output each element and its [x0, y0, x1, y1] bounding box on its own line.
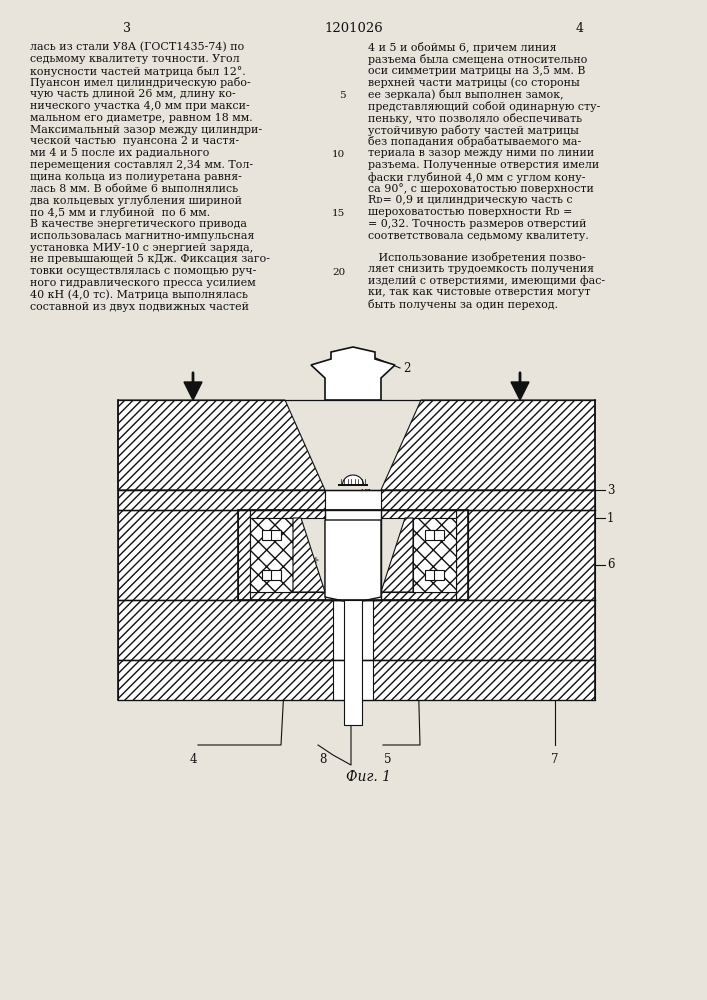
Bar: [118, 490, 325, 510]
Text: верхней части матрицы (со стороны: верхней части матрицы (со стороны: [368, 77, 579, 88]
Bar: [425, 530, 435, 540]
Text: лась из стали У8А (ГОСТ1435-74) по: лась из стали У8А (ГОСТ1435-74) по: [30, 42, 244, 52]
Polygon shape: [381, 518, 413, 592]
Text: 10: 10: [332, 150, 346, 159]
Text: представляющий собой одинарную сту-: представляющий собой одинарную сту-: [368, 101, 600, 112]
Text: разъема. Полученные отверстия имели: разъема. Полученные отверстия имели: [368, 160, 599, 170]
Text: чую часть длиной 26 мм, длину ко-: чую часть длиной 26 мм, длину ко-: [30, 89, 235, 99]
Polygon shape: [511, 382, 529, 400]
Polygon shape: [293, 518, 325, 592]
Text: 5: 5: [384, 753, 392, 766]
Text: товки осуществлялась с помощью руч-: товки осуществлялась с помощью руч-: [30, 266, 257, 276]
Text: лась 8 мм. В обойме 6 выполнялись: лась 8 мм. В обойме 6 выполнялись: [30, 184, 238, 194]
Text: мальном его диаметре, равном 18 мм.: мальном его диаметре, равном 18 мм.: [30, 113, 252, 123]
Polygon shape: [311, 347, 395, 400]
Bar: [262, 570, 272, 580]
Text: составной из двух подвижных частей: составной из двух подвижных частей: [30, 302, 249, 312]
Bar: [238, 510, 250, 600]
Text: 1201026: 1201026: [324, 22, 383, 35]
Text: Пуансон имел цилиндрическую рабо-: Пуансон имел цилиндрическую рабо-: [30, 77, 251, 88]
Text: 2: 2: [403, 361, 410, 374]
Polygon shape: [118, 400, 325, 490]
Text: фаски глубиной 4,0 мм с углом кону-: фаски глубиной 4,0 мм с углом кону-: [368, 172, 585, 183]
Text: 20: 20: [332, 268, 346, 277]
Text: Максимальный зазор между цилиндри-: Максимальный зазор между цилиндри-: [30, 125, 262, 135]
Text: установка МИУ-10 с энергией заряда,: установка МИУ-10 с энергией заряда,: [30, 243, 253, 253]
Bar: [250, 592, 456, 600]
Text: 8: 8: [320, 753, 327, 766]
Text: Использование изобретения позво-: Использование изобретения позво-: [368, 252, 585, 263]
Bar: [413, 518, 456, 592]
Text: седьмому квалитету точности. Угол: седьмому квалитету точности. Угол: [30, 54, 240, 64]
Text: ми 4 и 5 после их радиального: ми 4 и 5 после их радиального: [30, 148, 209, 158]
Text: Фиг. 1: Фиг. 1: [346, 770, 390, 784]
Text: 7: 7: [551, 753, 559, 766]
Text: 4 и 5 и обоймы 6, причем линия: 4 и 5 и обоймы 6, причем линия: [368, 42, 556, 53]
Text: шероховатостью поверхности Rᴅ =: шероховатостью поверхности Rᴅ =: [368, 207, 572, 217]
Text: конусности частей матрица был 12°.: конусности частей матрица был 12°.: [30, 66, 245, 77]
Polygon shape: [338, 475, 368, 485]
Bar: [425, 570, 435, 580]
Polygon shape: [325, 520, 381, 603]
Bar: [271, 570, 281, 580]
Text: 5: 5: [339, 91, 346, 100]
Bar: [333, 660, 373, 700]
Bar: [333, 600, 373, 660]
Bar: [250, 510, 456, 518]
Bar: [118, 660, 595, 700]
Bar: [434, 570, 444, 580]
Bar: [344, 600, 362, 725]
Text: = 0,32. Точность размеров отверстий: = 0,32. Точность размеров отверстий: [368, 219, 586, 229]
Text: 1: 1: [607, 512, 614, 524]
Text: перемещения составлял 2,34 мм. Тол-: перемещения составлял 2,34 мм. Тол-: [30, 160, 253, 170]
Text: са 90°, с шероховатостью поверхности: са 90°, с шероховатостью поверхности: [368, 184, 593, 194]
Text: нического участка 4,0 мм при макси-: нического участка 4,0 мм при макси-: [30, 101, 250, 111]
Text: ческой частью  пуансона 2 и частя-: ческой частью пуансона 2 и частя-: [30, 136, 239, 146]
Text: щина кольца из полиуретана равня-: щина кольца из полиуретана равня-: [30, 172, 242, 182]
Text: по 4,5 мм и глубиной  по 6 мм.: по 4,5 мм и глубиной по 6 мм.: [30, 207, 210, 218]
Bar: [325, 490, 381, 510]
Bar: [456, 510, 468, 600]
Bar: [250, 518, 293, 592]
Text: два кольцевых углубления шириной: два кольцевых углубления шириной: [30, 195, 242, 206]
Text: пеньку, что позволяло обеспечивать: пеньку, что позволяло обеспечивать: [368, 113, 582, 124]
Text: В качестве энергетического привода: В качестве энергетического привода: [30, 219, 247, 229]
Bar: [325, 510, 381, 600]
Text: ее зеркала) был выполнен замок,: ее зеркала) был выполнен замок,: [368, 89, 563, 100]
Text: 4: 4: [189, 753, 197, 766]
Text: Rᴅ= 0,9 и цилиндрическую часть с: Rᴅ= 0,9 и цилиндрическую часть с: [368, 195, 572, 205]
Text: ного гидравлического пресса усилием: ного гидравлического пресса усилием: [30, 278, 256, 288]
Text: 4: 4: [575, 22, 584, 35]
Text: 15: 15: [332, 209, 346, 218]
Text: ки, так как чистовые отверстия могут: ки, так как чистовые отверстия могут: [368, 287, 590, 297]
Text: разъема была смещена относительно: разъема была смещена относительно: [368, 54, 587, 65]
Text: устойчивую работу частей матрицы: устойчивую работу частей матрицы: [368, 125, 578, 136]
Text: териала в зазор между ними по линии: териала в зазор между ними по линии: [368, 148, 594, 158]
Bar: [468, 510, 595, 600]
Text: 3: 3: [607, 484, 614, 496]
Text: ΔZ: ΔZ: [359, 489, 372, 498]
Text: 40 кН (4,0 тс). Матрица выполнялась: 40 кН (4,0 тс). Матрица выполнялась: [30, 290, 248, 300]
Text: оси симметрии матрицы на 3,5 мм. В: оси симметрии матрицы на 3,5 мм. В: [368, 66, 585, 76]
Bar: [118, 510, 238, 600]
Text: изделий с отверстиями, имеющими фас-: изделий с отверстиями, имеющими фас-: [368, 276, 604, 286]
Text: соответствовала седьмому квалитету.: соответствовала седьмому квалитету.: [368, 231, 588, 241]
Text: 3: 3: [123, 22, 132, 35]
Text: без попадания обрабатываемого ма-: без попадания обрабатываемого ма-: [368, 136, 580, 147]
Bar: [118, 600, 595, 660]
Polygon shape: [381, 400, 595, 490]
Bar: [381, 490, 595, 510]
Text: использовалась магнитно-импульсная: использовалась магнитно-импульсная: [30, 231, 255, 241]
Bar: [271, 530, 281, 540]
Polygon shape: [184, 382, 202, 400]
Text: 6: 6: [607, 558, 614, 572]
Bar: [238, 510, 468, 600]
Text: не превышающей 5 кДж. Фиксация заго-: не превышающей 5 кДж. Фиксация заго-: [30, 254, 270, 264]
Text: ляет снизить трудоемкость получения: ляет снизить трудоемкость получения: [368, 264, 593, 274]
Bar: [434, 530, 444, 540]
Bar: [262, 530, 272, 540]
Text: быть получены за один переход.: быть получены за один переход.: [368, 299, 558, 310]
